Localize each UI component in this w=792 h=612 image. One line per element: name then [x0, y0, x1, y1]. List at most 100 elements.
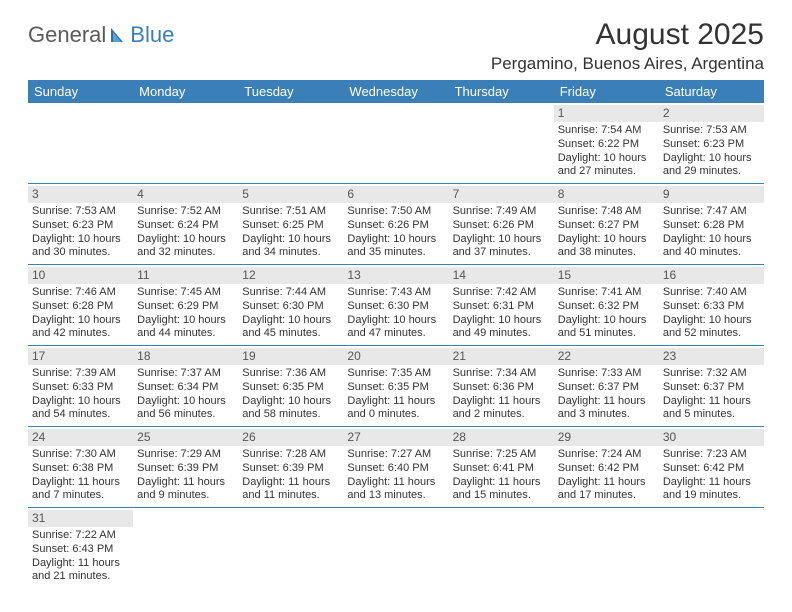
calendar-cell [238, 103, 343, 184]
calendar-cell: 14Sunrise: 7:42 AMSunset: 6:31 PMDayligh… [449, 265, 554, 346]
calendar-week: 1Sunrise: 7:54 AMSunset: 6:22 PMDaylight… [28, 103, 764, 184]
day-number: 10 [28, 267, 133, 284]
calendar-cell: 15Sunrise: 7:41 AMSunset: 6:32 PMDayligh… [554, 265, 659, 346]
sunrise-text: Sunrise: 7:52 AM [137, 205, 234, 219]
day-number: 2 [659, 105, 764, 122]
daylight-text: and 17 minutes. [558, 489, 655, 503]
calendar-cell: 29Sunrise: 7:24 AMSunset: 6:42 PMDayligh… [554, 427, 659, 508]
sunrise-text: Sunrise: 7:34 AM [453, 367, 550, 381]
daylight-text: Daylight: 11 hours [453, 395, 550, 409]
calendar-cell: 30Sunrise: 7:23 AMSunset: 6:42 PMDayligh… [659, 427, 764, 508]
sunrise-text: Sunrise: 7:22 AM [32, 529, 129, 543]
daylight-text: Daylight: 10 hours [137, 233, 234, 247]
calendar-cell: 31Sunrise: 7:22 AMSunset: 6:43 PMDayligh… [28, 508, 133, 589]
sunset-text: Sunset: 6:22 PM [558, 138, 655, 152]
sunset-text: Sunset: 6:41 PM [453, 462, 550, 476]
daylight-text: Daylight: 10 hours [453, 233, 550, 247]
sunrise-text: Sunrise: 7:36 AM [242, 367, 339, 381]
day-number: 26 [238, 429, 343, 446]
daylight-text: and 40 minutes. [663, 246, 760, 260]
sunset-text: Sunset: 6:26 PM [453, 219, 550, 233]
month-title: August 2025 [491, 18, 764, 52]
daylight-text: Daylight: 10 hours [32, 395, 129, 409]
calendar-week: 10Sunrise: 7:46 AMSunset: 6:28 PMDayligh… [28, 265, 764, 346]
calendar-cell: 6Sunrise: 7:50 AMSunset: 6:26 PMDaylight… [343, 184, 448, 265]
calendar-cell: 8Sunrise: 7:48 AMSunset: 6:27 PMDaylight… [554, 184, 659, 265]
daylight-text: and 51 minutes. [558, 327, 655, 341]
weekday-header: Wednesday [343, 80, 448, 103]
calendar-cell [28, 103, 133, 184]
day-number: 5 [238, 186, 343, 203]
daylight-text: and 2 minutes. [453, 408, 550, 422]
sunrise-text: Sunrise: 7:32 AM [663, 367, 760, 381]
sunrise-text: Sunrise: 7:28 AM [242, 448, 339, 462]
calendar-cell: 19Sunrise: 7:36 AMSunset: 6:35 PMDayligh… [238, 346, 343, 427]
sunset-text: Sunset: 6:33 PM [32, 381, 129, 395]
sunset-text: Sunset: 6:27 PM [558, 219, 655, 233]
calendar-week: 3Sunrise: 7:53 AMSunset: 6:23 PMDaylight… [28, 184, 764, 265]
sunset-text: Sunset: 6:37 PM [663, 381, 760, 395]
daylight-text: Daylight: 11 hours [558, 476, 655, 490]
calendar-cell: 5Sunrise: 7:51 AMSunset: 6:25 PMDaylight… [238, 184, 343, 265]
calendar-cell: 4Sunrise: 7:52 AMSunset: 6:24 PMDaylight… [133, 184, 238, 265]
daylight-text: and 34 minutes. [242, 246, 339, 260]
sunset-text: Sunset: 6:39 PM [242, 462, 339, 476]
calendar-cell: 7Sunrise: 7:49 AMSunset: 6:26 PMDaylight… [449, 184, 554, 265]
brand-word2: Blue [130, 22, 174, 48]
day-number: 8 [554, 186, 659, 203]
sunrise-text: Sunrise: 7:49 AM [453, 205, 550, 219]
calendar-cell [554, 508, 659, 589]
sunset-text: Sunset: 6:26 PM [347, 219, 444, 233]
daylight-text: Daylight: 10 hours [32, 233, 129, 247]
sunset-text: Sunset: 6:28 PM [32, 300, 129, 314]
daylight-text: and 56 minutes. [137, 408, 234, 422]
calendar-cell [449, 508, 554, 589]
sunset-text: Sunset: 6:36 PM [453, 381, 550, 395]
daylight-text: and 37 minutes. [453, 246, 550, 260]
sunset-text: Sunset: 6:40 PM [347, 462, 444, 476]
weekday-header: Thursday [449, 80, 554, 103]
weekday-header: Tuesday [238, 80, 343, 103]
sunset-text: Sunset: 6:38 PM [32, 462, 129, 476]
calendar-week: 17Sunrise: 7:39 AMSunset: 6:33 PMDayligh… [28, 346, 764, 427]
calendar-cell [238, 508, 343, 589]
title-block: August 2025 Pergamino, Buenos Aires, Arg… [491, 18, 764, 74]
calendar-cell: 28Sunrise: 7:25 AMSunset: 6:41 PMDayligh… [449, 427, 554, 508]
day-number: 29 [554, 429, 659, 446]
sunset-text: Sunset: 6:43 PM [32, 543, 129, 557]
sunset-text: Sunset: 6:28 PM [663, 219, 760, 233]
brand-logo: General Blue [28, 18, 174, 48]
calendar-cell [659, 508, 764, 589]
sunset-text: Sunset: 6:23 PM [32, 219, 129, 233]
daylight-text: and 54 minutes. [32, 408, 129, 422]
daylight-text: Daylight: 10 hours [663, 152, 760, 166]
sunset-text: Sunset: 6:37 PM [558, 381, 655, 395]
calendar-cell: 11Sunrise: 7:45 AMSunset: 6:29 PMDayligh… [133, 265, 238, 346]
sunset-text: Sunset: 6:29 PM [137, 300, 234, 314]
sunrise-text: Sunrise: 7:43 AM [347, 286, 444, 300]
daylight-text: Daylight: 10 hours [558, 152, 655, 166]
sunset-text: Sunset: 6:34 PM [137, 381, 234, 395]
daylight-text: and 7 minutes. [32, 489, 129, 503]
calendar-cell: 17Sunrise: 7:39 AMSunset: 6:33 PMDayligh… [28, 346, 133, 427]
daylight-text: and 13 minutes. [347, 489, 444, 503]
calendar-cell: 2Sunrise: 7:53 AMSunset: 6:23 PMDaylight… [659, 103, 764, 184]
daylight-text: and 3 minutes. [558, 408, 655, 422]
calendar-cell [133, 508, 238, 589]
daylight-text: Daylight: 10 hours [242, 395, 339, 409]
daylight-text: and 52 minutes. [663, 327, 760, 341]
sunrise-text: Sunrise: 7:44 AM [242, 286, 339, 300]
daylight-text: Daylight: 11 hours [32, 557, 129, 571]
daylight-text: and 38 minutes. [558, 246, 655, 260]
sunrise-text: Sunrise: 7:50 AM [347, 205, 444, 219]
day-number: 13 [343, 267, 448, 284]
calendar-cell: 21Sunrise: 7:34 AMSunset: 6:36 PMDayligh… [449, 346, 554, 427]
daylight-text: and 49 minutes. [453, 327, 550, 341]
daylight-text: and 58 minutes. [242, 408, 339, 422]
calendar-cell: 13Sunrise: 7:43 AMSunset: 6:30 PMDayligh… [343, 265, 448, 346]
day-number: 6 [343, 186, 448, 203]
calendar-cell [343, 508, 448, 589]
daylight-text: Daylight: 11 hours [347, 476, 444, 490]
sunset-text: Sunset: 6:31 PM [453, 300, 550, 314]
daylight-text: Daylight: 11 hours [32, 476, 129, 490]
